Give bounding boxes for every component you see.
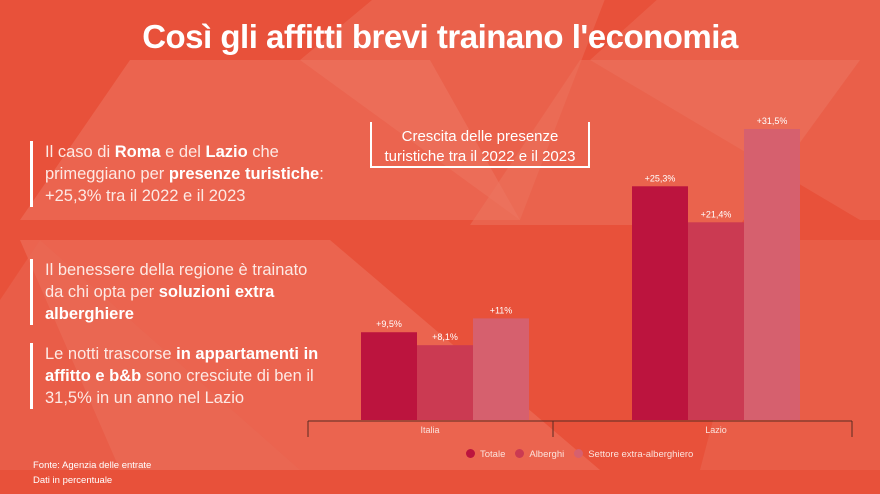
text-segment: che primeggiano per <box>45 143 279 183</box>
data-label: +11% <box>490 305 513 315</box>
text-segment: e del <box>160 143 206 161</box>
data-label: +21,4% <box>701 209 732 219</box>
highlight-text: Lazio <box>205 143 248 161</box>
bar-lazio-1 <box>688 222 744 420</box>
chart-title: Crescita delle presenze turistiche tra i… <box>370 122 590 168</box>
bar-italia-0 <box>361 332 417 420</box>
legend-label: Settore extra-alberghiero <box>588 449 694 460</box>
legend-swatch-alberghi <box>515 449 525 458</box>
data-label: +31,5% <box>757 116 788 126</box>
info-paragraph-2: Il benessere della regione è trainato da… <box>30 259 325 325</box>
source-note: Fonte: Agenzia delle entrate Dati in per… <box>33 458 151 488</box>
source-line: Fonte: Agenzia delle entrate <box>33 460 152 471</box>
x-tick-label: Lazio <box>705 425 727 435</box>
page-title: Così gli affitti brevi trainano l'econom… <box>142 18 738 55</box>
legend-label: Totale <box>480 449 506 460</box>
data-label: +9,5% <box>376 319 402 329</box>
chart-legend: Totale Alberghi Settore extra-alberghier… <box>466 449 693 460</box>
data-unit-note: Dati in percentuale <box>33 475 113 486</box>
bar-italia-1 <box>417 345 473 420</box>
highlight-text: Roma <box>114 143 161 161</box>
text-segment: : +25,3% tra il 2022 e il 2023 <box>45 165 324 205</box>
text-segment: Le notti trascorse <box>45 345 177 363</box>
x-tick-label: Italia <box>420 425 439 435</box>
legend-swatch-totale <box>466 449 475 458</box>
text-segment: Il benessere della regione è trainato da… <box>45 261 308 301</box>
legend-item-extra: Settore extra-alberghiero <box>574 449 693 460</box>
data-label: +8,1% <box>432 332 458 342</box>
legend-swatch-extra <box>574 449 584 458</box>
text-segment: Il caso di <box>45 143 115 161</box>
bar-italia-2 <box>473 318 529 420</box>
data-label: +25,3% <box>645 173 676 183</box>
legend-label: Alberghi <box>529 449 565 460</box>
legend-item-alberghi: Alberghi <box>515 449 564 460</box>
highlight-text: in appartamenti in affitto e b&b <box>45 345 319 385</box>
info-paragraph-1: Il caso di Roma e del Lazio che primeggi… <box>30 141 325 207</box>
bar-lazio-0 <box>632 186 688 420</box>
bar-lazio-2 <box>744 129 800 420</box>
info-paragraph-3: Le notti trascorse in appartamenti in af… <box>30 343 325 409</box>
highlight-text: soluzioni extra alberghiere <box>45 283 275 323</box>
legend-item-totale: Totale <box>466 449 505 460</box>
highlight-text: presenze turistiche <box>168 165 320 183</box>
text-segment: sono cresciute di ben il 31,5% in un ann… <box>45 367 314 407</box>
